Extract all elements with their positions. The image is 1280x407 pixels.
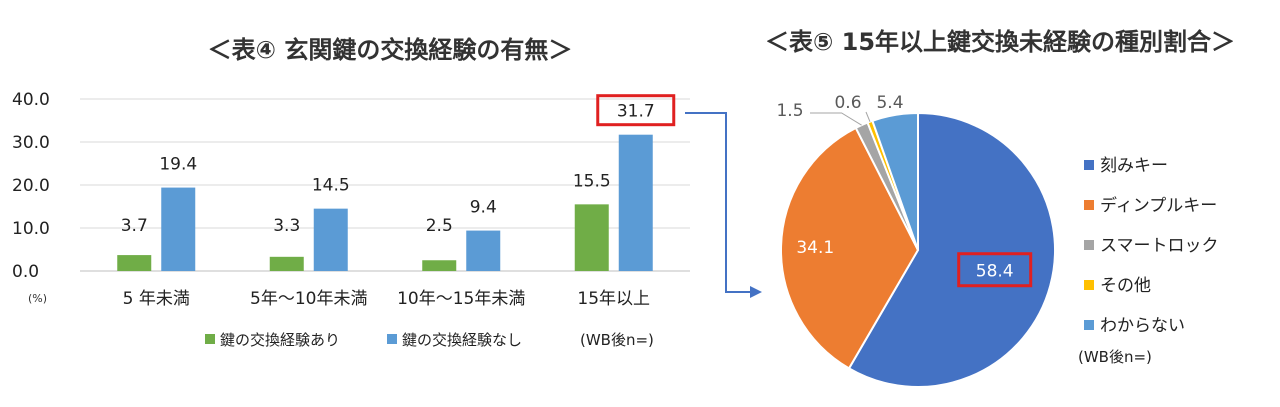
bar-marks: 3.7 19.4 3.3 14.5 2.5 9.4 15.5 31.7 [117,94,676,271]
legend-label: スマートロック [1100,236,1219,256]
pie-slice [780,126,920,370]
highlight-box [596,94,676,127]
connector-line [685,112,752,293]
legend-label: ディンプルキー [1100,195,1217,216]
bar-y-tick: 10.0 [12,219,50,239]
legend-swatch [1084,320,1094,330]
connector-arrow [685,112,762,298]
legend-swatch [1084,280,1094,290]
bar-data-label: 14.5 [312,176,350,196]
bar-category-label: 5年～10年未満 [250,289,367,309]
pie-data-label: 0.6 [834,93,861,113]
bar-data-label: 3.7 [121,216,148,236]
bar-data-label: 9.4 [470,198,497,218]
bar-unit-label: (%) [28,292,47,305]
pie-slice [871,111,919,251]
legend-label: 鍵の交換経験なし [402,331,522,349]
pie-note: (WB後n=) [1078,348,1152,366]
legend-label: 鍵の交換経験あり [220,331,340,349]
legend-label: その他 [1100,276,1151,296]
bar-y-tick: 20.0 [12,176,50,196]
pie-data-label: 34.1 [796,238,834,258]
bar [574,204,609,271]
pie-marks: 58.4 34.1 1.5 0.6 5.4 [776,93,1056,388]
bar-category-label: 15年以上 [577,289,650,309]
bar-category-label: 5 年未満 [123,289,190,309]
bar-note: (WB後n=) [580,331,654,349]
bar-x-axis: 5 年未満 5年～10年未満 10年～15年未満 15年以上 [123,289,650,309]
bar-data-label: 15.5 [573,171,611,191]
bar-category-label: 10年～15年未満 [397,289,525,309]
bar-y-axis: 0.0 10.0 20.0 30.0 40.0 [12,90,50,282]
highlight-box [957,252,1033,288]
bar-data-label: 3.3 [273,216,300,236]
bar [618,134,653,271]
bar [466,230,501,271]
connector-arrowhead [750,286,762,298]
bar-data-label: 31.7 [617,102,655,122]
pie-leader-line [865,111,871,122]
legend-swatch [1084,240,1094,250]
bar [269,256,304,271]
bar-data-label: 19.4 [159,155,197,175]
pie-data-label: 5.4 [876,93,903,113]
bar [117,255,152,271]
pie-data-label: 1.5 [776,101,803,121]
legend-label: 刻みキー [1100,156,1168,176]
bar [313,208,348,271]
bar-legend: 鍵の交換経験あり 鍵の交換経験なし [205,331,522,349]
legend-swatch [205,334,215,344]
pie-slice [847,111,1056,388]
pie-leader-line [810,112,862,126]
pie-chart-title: ＜表⑤ 15年以上鍵交換未経験の種別割合＞ [765,28,1235,56]
bar [422,260,457,271]
legend-swatch [387,334,397,344]
legend-label: わからない [1100,316,1185,336]
bar-y-tick: 30.0 [12,133,50,153]
bar-y-tick: 0.0 [12,262,39,282]
bar [161,187,196,271]
legend-swatch [1084,200,1094,210]
pie-data-label: 58.4 [976,262,1014,282]
bar-y-tick: 40.0 [12,90,50,110]
bar-data-label: 2.5 [426,216,453,236]
legend-swatch [1084,160,1094,170]
bar-chart-title: ＜表④ 玄関鍵の交換経験の有無＞ [208,36,573,64]
